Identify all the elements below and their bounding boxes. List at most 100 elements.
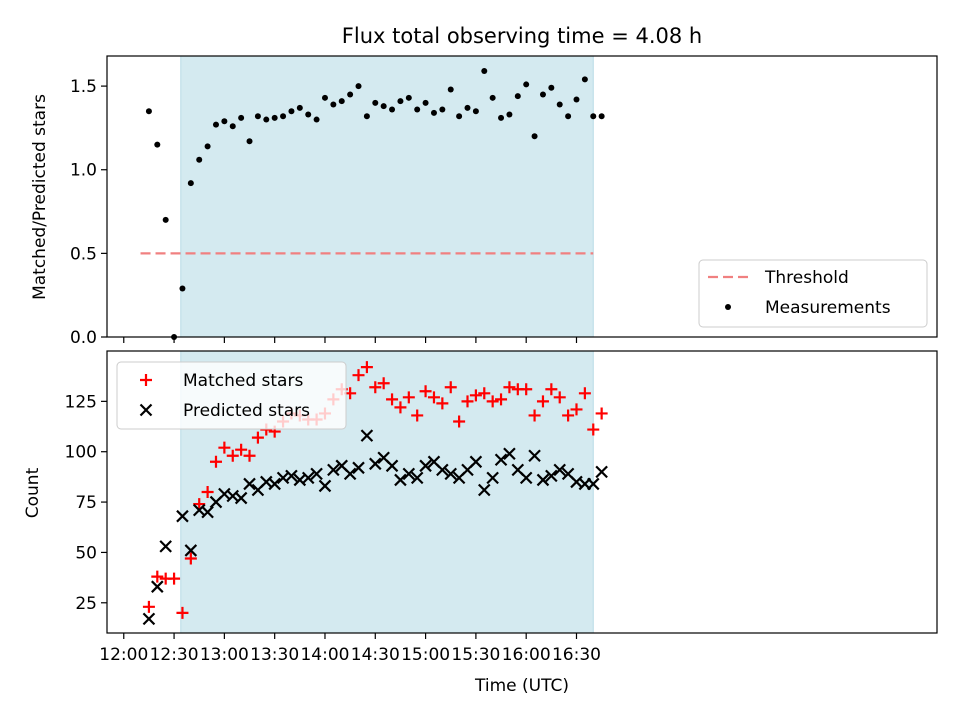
data-point <box>545 383 558 396</box>
data-point <box>176 509 189 523</box>
data-point <box>254 113 261 120</box>
x-tick-label: 16:30 <box>552 645 601 665</box>
data-point <box>598 113 605 120</box>
data-point <box>586 477 600 491</box>
data-point <box>477 483 491 497</box>
data-point <box>201 505 214 519</box>
data-point <box>386 393 399 406</box>
data-point <box>352 369 365 382</box>
data-point <box>338 98 345 105</box>
data-point <box>553 391 566 404</box>
plot-frame <box>106 55 938 338</box>
data-point <box>184 544 198 557</box>
y-tick-label: 50 <box>75 543 97 563</box>
data-point <box>498 114 505 121</box>
y-tick-label: 0.5 <box>70 244 97 264</box>
data-point <box>385 459 399 473</box>
data-point <box>562 409 575 422</box>
data-point <box>142 600 155 613</box>
data-point <box>268 477 281 491</box>
data-point <box>411 409 424 422</box>
legend-box <box>698 259 928 328</box>
data-point <box>363 113 370 120</box>
data-point <box>176 606 189 619</box>
x-tick-label: 13:00 <box>200 645 249 665</box>
data-point <box>184 552 197 565</box>
data-point <box>495 393 508 406</box>
data-point <box>553 463 567 477</box>
data-point <box>536 395 549 408</box>
data-point <box>427 391 440 404</box>
data-point <box>313 116 320 123</box>
data-point <box>179 285 186 292</box>
data-point <box>372 99 379 106</box>
data-point <box>514 93 521 100</box>
data-point <box>305 111 312 118</box>
x-tick-label: 15:30 <box>451 645 500 665</box>
data-point <box>414 106 421 113</box>
data-point <box>389 106 396 113</box>
data-point <box>209 455 222 468</box>
top-y-axis-label: Matched/Predicted stars <box>30 94 50 300</box>
data-point <box>506 111 513 118</box>
data-point <box>394 473 407 487</box>
data-point <box>545 469 558 483</box>
data-point <box>201 486 214 498</box>
data-point <box>280 113 287 120</box>
data-point <box>590 113 597 120</box>
data-point <box>410 471 424 485</box>
data-point <box>271 114 278 121</box>
x-tick-label: 14:00 <box>300 645 349 665</box>
data-point <box>246 138 253 145</box>
data-point <box>301 471 315 485</box>
data-point <box>285 469 298 483</box>
top-panel: 0.0 0.5 1.0 1.5 Threshold Measurements <box>70 55 938 348</box>
data-point <box>343 467 357 481</box>
data-point <box>430 109 437 116</box>
data-point <box>436 463 449 477</box>
data-point <box>478 387 491 400</box>
data-point <box>142 612 156 626</box>
x-tick-label: 12:30 <box>150 645 199 665</box>
data-point <box>402 391 415 404</box>
y-tick-label: 75 <box>75 493 97 513</box>
data-point <box>187 180 194 187</box>
data-point <box>472 108 479 115</box>
data-point <box>238 114 245 121</box>
data-point <box>360 361 373 374</box>
data-point <box>436 397 449 410</box>
data-point <box>494 453 508 467</box>
data-point <box>581 76 588 83</box>
data-point <box>352 461 365 475</box>
data-point <box>151 580 164 593</box>
data-point <box>360 429 374 442</box>
data-point <box>503 381 516 394</box>
data-point <box>595 465 608 479</box>
legend-top: Threshold Measurements <box>698 259 928 328</box>
data-point <box>461 395 474 408</box>
data-point <box>193 498 206 511</box>
data-point <box>419 459 432 473</box>
data-point <box>154 141 161 148</box>
data-point <box>447 86 454 93</box>
data-point <box>288 108 295 115</box>
data-point <box>145 108 152 115</box>
data-point <box>397 98 404 105</box>
data-point <box>587 423 600 436</box>
data-point <box>204 143 211 150</box>
data-point <box>486 471 499 485</box>
legend-label: Threshold <box>764 268 849 288</box>
data-point <box>573 96 580 103</box>
data-point <box>456 113 463 120</box>
chart-title: Flux total observing time = 4.08 h <box>342 24 702 48</box>
data-point <box>196 156 203 163</box>
shaded-region <box>180 55 594 338</box>
plot-frame <box>106 350 938 634</box>
x-tick-label: 15:00 <box>401 645 450 665</box>
data-point <box>469 389 482 402</box>
data-point <box>380 103 387 110</box>
y-tick-label: 125 <box>65 392 97 412</box>
data-point <box>321 94 328 101</box>
data-point <box>296 104 303 111</box>
data-point <box>419 385 432 398</box>
